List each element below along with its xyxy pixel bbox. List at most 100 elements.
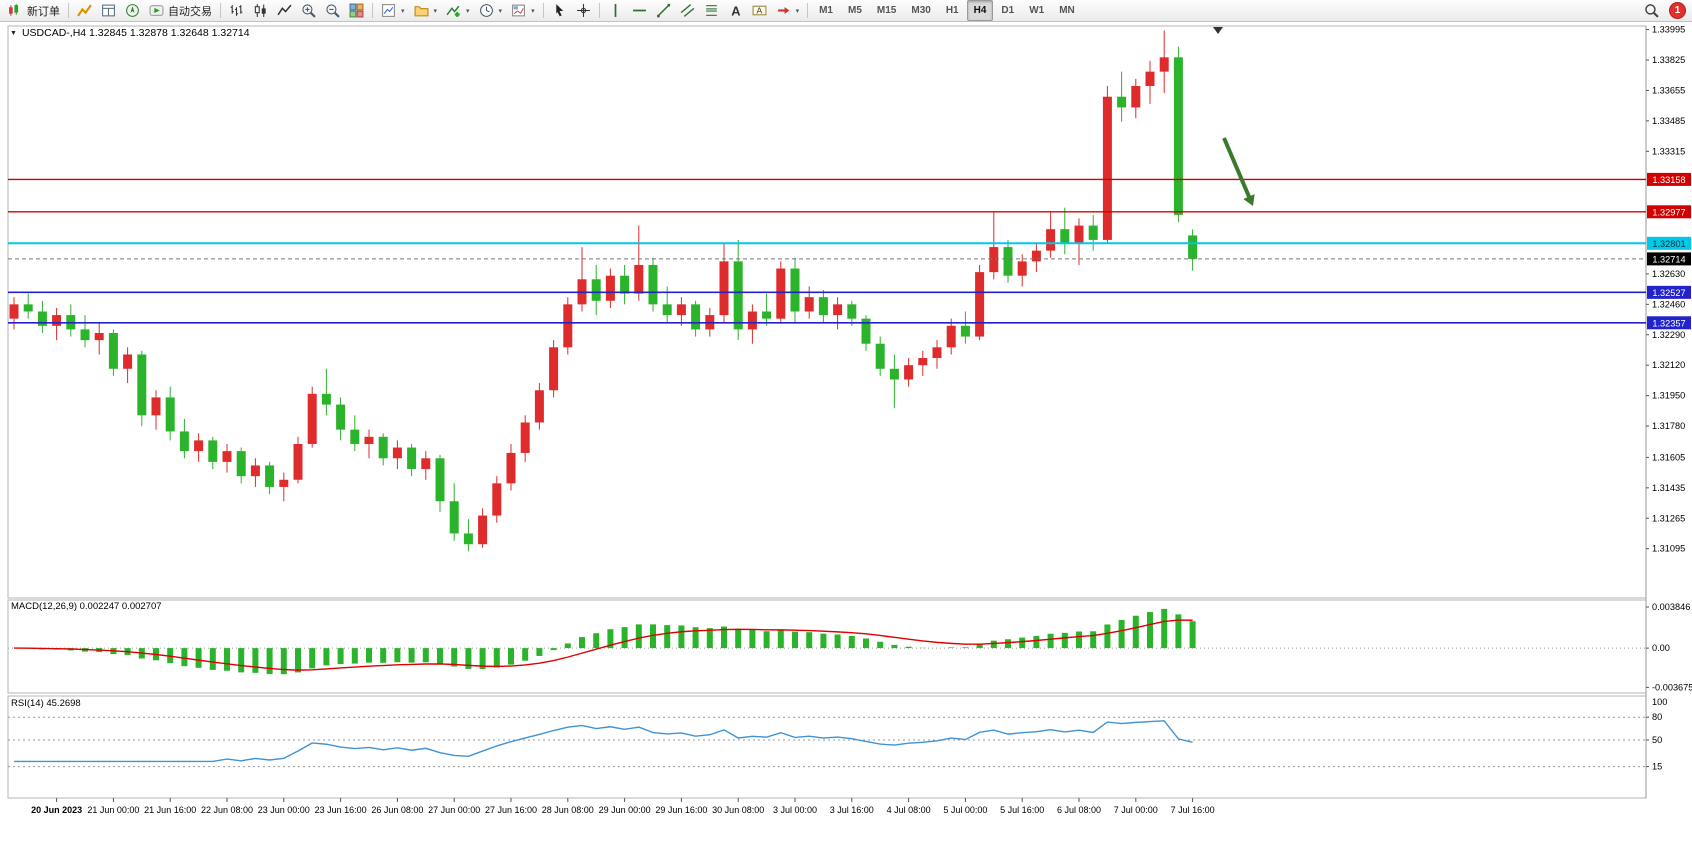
arrows-icon[interactable]: ▾ [772, 0, 804, 21]
toolbar-separator [542, 3, 544, 18]
bar-chart-icon[interactable] [225, 0, 248, 21]
dropdown-caret-icon: ▾ [433, 7, 438, 15]
time-axis-label: 7 Jul 16:00 [1171, 805, 1215, 815]
data-window-icon[interactable] [97, 0, 120, 21]
candle-body [265, 465, 275, 487]
trend-arrow-head [1243, 194, 1255, 206]
time-axis-label: 21 Jun 16:00 [144, 805, 196, 815]
timeframe-w1[interactable]: W1 [1029, 5, 1045, 16]
timeframe-m15[interactable]: M15 [876, 5, 897, 16]
toolbar-separator [807, 3, 809, 18]
price-badge [1647, 172, 1691, 186]
rsi-pane [7, 695, 1647, 799]
timeframe-m30[interactable]: M30 [911, 5, 931, 16]
time-axis-label: 29 Jun 16:00 [655, 805, 707, 815]
candle-body [23, 304, 33, 312]
text-icon[interactable]: A [724, 0, 747, 21]
candle-body [1031, 250, 1041, 262]
trendline-icon[interactable] [652, 0, 675, 21]
tile-windows-icon[interactable] [345, 0, 368, 21]
macd-axis-label: 0.00 [1652, 643, 1670, 653]
trend-arrow-annotation[interactable] [1222, 137, 1252, 200]
candle-body [1074, 225, 1084, 244]
chart-canvas[interactable]: 1.33158 1.32977 1.32801 1.32714 1.32527 1.323… [0, 22, 1692, 847]
market-watch-icon[interactable] [73, 0, 96, 21]
candlestick-chart-icon[interactable] [249, 0, 272, 21]
candle-body [350, 429, 360, 444]
tile-windows-icon [349, 3, 364, 18]
timeframe-d1[interactable]: D1 [1001, 5, 1015, 16]
cursor-icon[interactable] [548, 0, 571, 21]
zoom-out-icon[interactable] [321, 0, 344, 21]
candle-body [1060, 229, 1070, 244]
candle-body [179, 431, 189, 452]
candle-body [1173, 57, 1183, 215]
price-axis-label: 1.33825 [1652, 55, 1685, 65]
price-axis-label: 1.32290 [1652, 330, 1685, 340]
equidistant-channel-icon[interactable] [676, 0, 699, 21]
macd-axis-label: 0.003846 [1652, 602, 1690, 612]
toolbar-separator [372, 3, 373, 18]
candle-body [932, 347, 942, 359]
new-chart-icon[interactable]: ▾ [377, 0, 409, 21]
candle-body [151, 397, 161, 416]
timeframe-mn[interactable]: MN [1059, 5, 1075, 16]
fibonacci-icon [704, 3, 719, 18]
auto-trading-button[interactable]: 自动交易 [145, 0, 216, 21]
dropdown-caret-icon: ▾ [498, 7, 503, 15]
timeframe-m5[interactable]: M5 [848, 5, 862, 16]
price-axis-label: 1.33655 [1652, 85, 1685, 95]
svg-text:A: A [731, 3, 740, 18]
periods-icon[interactable]: ▾ [475, 0, 507, 21]
timeframe-m1[interactable]: M1 [819, 5, 833, 16]
candle-body [591, 279, 601, 301]
rsi-axis-label: 80 [1652, 712, 1662, 722]
time-axis-label: 22 Jun 08:00 [201, 805, 253, 815]
navigator-icon[interactable] [121, 0, 144, 21]
chart-shift-marker-icon[interactable] [1213, 27, 1223, 34]
macd-pane [7, 599, 1647, 694]
toolbar-separator [68, 3, 69, 18]
candle-body [875, 343, 885, 369]
search-icon[interactable] [1640, 0, 1663, 21]
candle-body [392, 447, 402, 459]
timeframe-h1[interactable]: H1 [945, 5, 959, 16]
candle-body [960, 325, 970, 337]
profiles-icon[interactable]: ▾ [410, 0, 442, 21]
candle-body [676, 304, 686, 316]
candle-body [1188, 235, 1198, 259]
candle-body [407, 447, 417, 470]
new-order-button[interactable]: 新订单 [4, 0, 64, 21]
candle-body [449, 501, 459, 534]
vertical-line-icon[interactable] [604, 0, 627, 21]
templates-icon[interactable]: ▾ [507, 0, 539, 21]
price-badge [1647, 285, 1691, 299]
price-axis-label: 1.31780 [1652, 421, 1685, 431]
candle-body [1159, 57, 1169, 72]
horizontal-line-icon[interactable] [628, 0, 651, 21]
candle-body [648, 264, 658, 305]
fibonacci-icon[interactable] [700, 0, 723, 21]
candle-body [733, 261, 743, 330]
candle-body [250, 465, 260, 477]
indicators-icon[interactable]: ▾ [442, 0, 474, 21]
text-label-icon[interactable]: A [748, 0, 771, 21]
candle-body [194, 440, 204, 452]
notification-badge[interactable]: 1 [1670, 3, 1685, 18]
ohlc-collapse-icon[interactable]: ▼ [10, 29, 17, 37]
crosshair-icon[interactable] [572, 0, 595, 21]
arrows-icon [776, 3, 791, 18]
price-axis-label: 1.33315 [1652, 146, 1685, 156]
timeframe-h4[interactable]: H4 [966, 0, 994, 21]
zoom-in-icon[interactable] [297, 0, 320, 21]
candle-body [946, 325, 956, 348]
market-watch-icon [77, 3, 92, 18]
candle-body [1088, 225, 1098, 240]
candle-body [520, 422, 530, 453]
candle-body [208, 440, 218, 462]
rsi-indicator-label: RSI(14) 45.2698 [11, 698, 81, 709]
candle-body [165, 397, 175, 432]
line-chart-icon[interactable] [273, 0, 296, 21]
candle-body [861, 318, 871, 344]
time-axis-label: 20 Jun 2023 [31, 805, 82, 815]
